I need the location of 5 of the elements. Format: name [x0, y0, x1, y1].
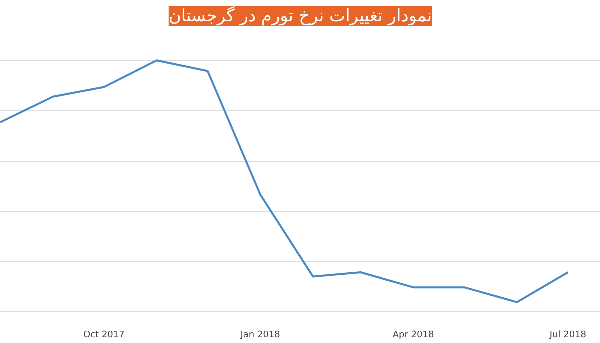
- x-tick-label: Jul 2018: [548, 330, 587, 340]
- x-tick-label: Oct 2017: [84, 330, 125, 340]
- x-tick-label: Apr 2018: [392, 330, 434, 340]
- chart-title: نمودار تغییرات نرخ تورم در گرجستان: [168, 6, 432, 26]
- x-tick-label: Jan 2018: [240, 330, 281, 340]
